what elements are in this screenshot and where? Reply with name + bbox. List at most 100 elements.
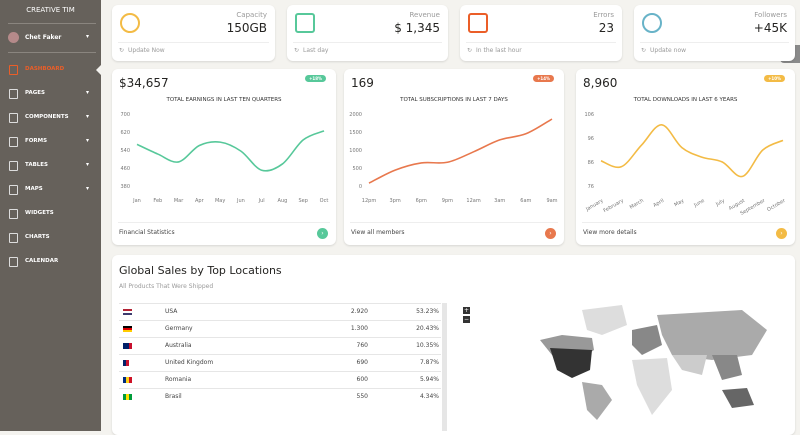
x-tick-label: 3am [494,198,505,204]
chart-footer[interactable]: Financial Statistics [119,229,175,236]
flag [123,394,132,400]
stat-footer[interactable]: In the last hour [476,47,522,54]
chart-title: TOTAL SUBSCRIPTIONS IN LAST 7 DAYS [399,97,508,103]
menu-icon [9,209,18,219]
sales-percent: 7.87% [419,359,439,366]
y-tick-label: 96 [588,136,594,142]
map-region [582,305,627,335]
divider [8,23,96,24]
y-tick-label: 1500 [349,130,362,136]
line-series [368,118,553,184]
menu-item[interactable]: CHARTS [25,234,50,240]
chart-footer[interactable]: View all members [351,229,405,236]
chart-footer[interactable]: View more details [583,229,637,236]
footer-icon: ↻ [467,47,473,54]
divider [118,42,269,43]
table-row: Brasil 550 4.34% [119,388,441,406]
menu-item[interactable]: COMPONENTS [25,114,69,120]
zoom-in[interactable]: + [463,307,470,314]
divider [118,222,330,223]
caret: ▾ [86,113,90,120]
x-tick-label: 9pm [442,198,453,204]
caret: ▾ [86,185,90,192]
divider [293,42,442,43]
caret: ▾ [86,33,90,40]
sales-percent: 20.43% [416,325,439,332]
country: Brasil [165,393,182,400]
menu-item[interactable]: FORMS [25,138,48,144]
divider [350,222,558,223]
footer-button[interactable]: › [776,228,787,239]
stat-card: Revenue $ 1,345 Last day ↻ [287,5,448,61]
stat-label: Revenue [409,11,441,19]
table-row: USA 2.920 53.23% [119,303,441,321]
stat-value: $ 1,345 [394,21,440,35]
map-region [712,355,742,380]
y-tick-label: 620 [120,130,130,136]
x-tick-label: February [603,198,625,214]
table-row: Australia 760 10.35% [119,337,441,355]
map-region [632,358,672,415]
divider [466,42,616,43]
menu-item[interactable]: PAGES [25,90,46,96]
user-name[interactable]: Chet Faker [25,34,62,41]
flag [123,360,132,366]
stat-icon [295,13,315,33]
stat-footer[interactable]: Update Now [128,47,165,54]
y-tick-label: 1000 [349,148,362,154]
divider [640,42,789,43]
x-tick-label: 9am [546,198,557,204]
menu-item[interactable]: CALENDAR [25,258,59,264]
menu-item[interactable]: MAPS [25,186,43,192]
stat-footer[interactable]: Update now [650,47,687,54]
flag [123,326,132,332]
stat-value: +45K [753,21,787,35]
chart-title: TOTAL EARNINGS IN LAST TEN QUARTERS [165,97,282,103]
country: Romania [165,376,192,383]
divider [582,222,789,223]
table-row: Romania 600 5.94% [119,371,441,389]
flag [123,309,132,315]
menu-item[interactable]: DASHBOARD [25,66,65,72]
footer-button[interactable]: › [317,228,328,239]
divider [8,52,96,53]
stat-card: Capacity 150GB Update Now ↻ [112,5,275,61]
stat-footer[interactable]: Last day [303,47,329,54]
x-tick-label: 12am [466,198,480,204]
flag [123,343,132,349]
x-tick-label: May [215,198,225,204]
menu-icon [9,89,18,99]
sidebar: CREATIVE TIM Chet Faker ▾ DASHBOARD PAGES… [0,0,102,431]
scrollbar[interactable] [442,303,447,431]
sales-count: 550 [356,393,368,400]
badge: +14% [533,75,554,82]
x-tick-label: May [673,198,685,208]
x-tick-label: 3pm [390,198,401,204]
chart-card: $34,657 +18% TOTAL EARNINGS IN LAST TEN QU… [112,69,336,245]
footer-icon: ↻ [294,47,300,54]
chart-card: 169 +14% TOTAL SUBSCRIPTIONS IN LAST 7 DAY… [344,69,564,245]
x-tick-label: March [629,198,645,211]
x-tick-label: Apr [195,198,205,204]
menu-item[interactable]: TABLES [25,162,48,168]
map-region [657,310,767,360]
zoom-out[interactable]: − [463,316,470,323]
y-tick-label: 700 [120,112,130,118]
world-map [540,305,767,420]
map-region [672,355,707,375]
chart-headline: 8,960 [583,76,618,90]
x-tick-label: January [584,198,604,213]
x-tick-label: Jan [132,198,141,204]
stat-card: Errors 23 In the last hour ↻ [460,5,622,61]
sales-percent: 10.35% [416,342,439,349]
footer-button[interactable]: › [545,228,556,239]
line-series [600,124,784,178]
x-tick-label: Sep [299,198,308,204]
line-series [136,130,325,172]
caret: ▾ [86,137,90,144]
stat-value: 23 [598,21,614,35]
stat-label: Capacity [236,11,267,19]
menu-icon [9,113,18,123]
menu-item[interactable]: WIDGETS [25,210,54,216]
chart: TOTAL SUBSCRIPTIONS IN LAST 7 DAYS 0 500 10… [349,97,557,204]
